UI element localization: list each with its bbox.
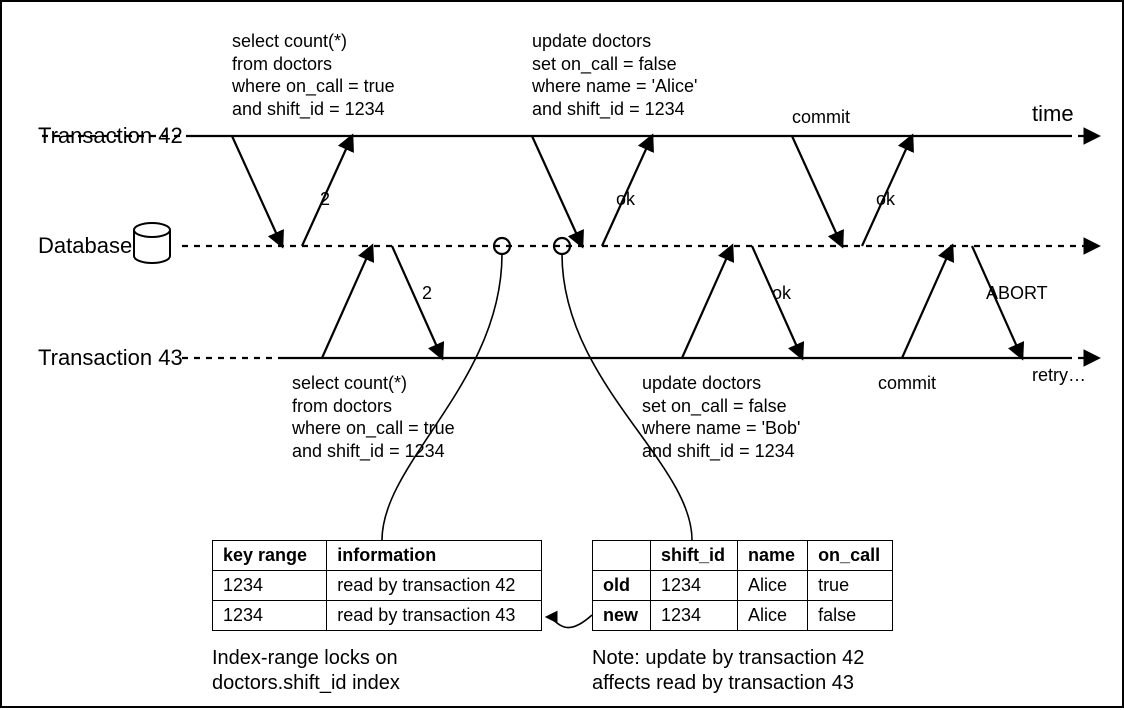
right-r1c2: Alice	[738, 601, 808, 631]
right-r0c2: Alice	[738, 571, 808, 601]
t43-commit: commit	[878, 372, 936, 395]
right-r1c0: new	[593, 601, 651, 631]
left-th-0: key range	[213, 541, 327, 571]
version-table: shift_id name on_call old 1234 Alice tru…	[592, 540, 893, 631]
label-db: Database	[38, 232, 132, 260]
right-caption: Note: update by transaction 42 affects r…	[592, 646, 864, 696]
t43-select: select count(*) from doctors where on_ca…	[292, 372, 455, 462]
index-range-table: key range information 1234 read by trans…	[212, 540, 542, 631]
right-th-1: shift_id	[651, 541, 738, 571]
ret-t43-1: 2	[422, 282, 432, 305]
left-r1c1: read by transaction 43	[327, 601, 542, 631]
ret-t43-2: ok	[772, 282, 791, 305]
ret-t42-3: ok	[876, 188, 895, 211]
left-r0c0: 1234	[213, 571, 327, 601]
left-th-1: information	[327, 541, 542, 571]
right-th-3: on_call	[808, 541, 893, 571]
label-t43: Transaction 43	[38, 344, 183, 372]
right-th-2: name	[738, 541, 808, 571]
left-r0c1: read by transaction 42	[327, 571, 542, 601]
ret-t42-1: 2	[320, 188, 330, 211]
ret-t43-3: ABORT	[986, 282, 1048, 305]
t42-update: update doctors set on_call = false where…	[532, 30, 697, 120]
left-r1c0: 1234	[213, 601, 327, 631]
right-th-0	[593, 541, 651, 571]
left-caption: Index-range locks on doctors.shift_id in…	[212, 646, 400, 696]
label-retry: retry…	[1032, 364, 1086, 387]
t42-select: select count(*) from doctors where on_ca…	[232, 30, 395, 120]
right-r0c3: true	[808, 571, 893, 601]
right-r1c3: false	[808, 601, 893, 631]
right-r0c1: 1234	[651, 571, 738, 601]
right-r1c1: 1234	[651, 601, 738, 631]
ret-t42-2: ok	[616, 188, 635, 211]
right-r0c0: old	[593, 571, 651, 601]
t42-commit: commit	[792, 106, 850, 129]
label-t42: Transaction 42	[38, 122, 183, 150]
t43-update: update doctors set on_call = false where…	[642, 372, 800, 462]
label-time: time	[1032, 100, 1074, 128]
